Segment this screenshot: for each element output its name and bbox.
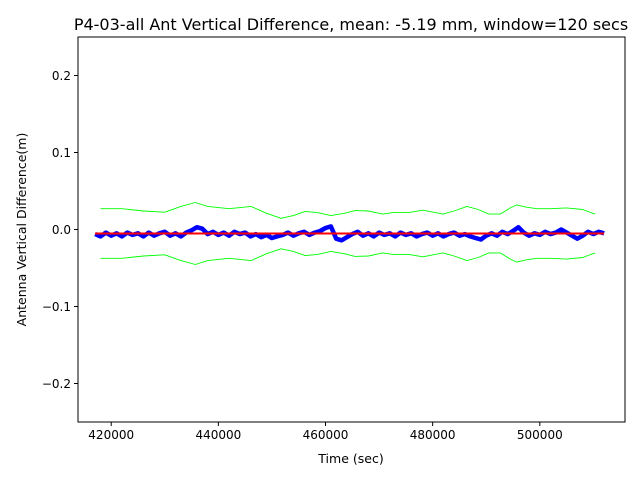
x-tick-label: 480000 (410, 428, 456, 442)
y-tick-label: −0.2 (42, 377, 71, 391)
x-tick-label: 500000 (517, 428, 563, 442)
y-axis-label: Antenna Vertical Difference(m) (14, 133, 29, 327)
plot-area (94, 202, 605, 265)
y-tick-label: 0.2 (52, 69, 71, 83)
x-tick-label: 420000 (88, 428, 134, 442)
y-tick-label: −0.1 (42, 300, 71, 314)
series-envelope-upper-line (100, 202, 596, 219)
x-tick-label: 440000 (195, 428, 241, 442)
axes-frame (77, 36, 626, 423)
x-axis-label: Time (sec) (317, 451, 383, 466)
chart-title: P4-03-all Ant Vertical Difference, mean:… (74, 15, 628, 34)
x-tick-label: 460000 (303, 428, 349, 442)
series-envelope-lower-line (100, 248, 596, 265)
y-tick-label: 0.0 (52, 223, 71, 237)
y-tick-label: 0.1 (52, 146, 71, 160)
y-axis: −0.2 −0.1 0.0 0.1 0.2 (42, 69, 78, 391)
x-axis: 420000 440000 460000 480000 500000 (88, 422, 563, 442)
series-difference-line (94, 224, 605, 243)
